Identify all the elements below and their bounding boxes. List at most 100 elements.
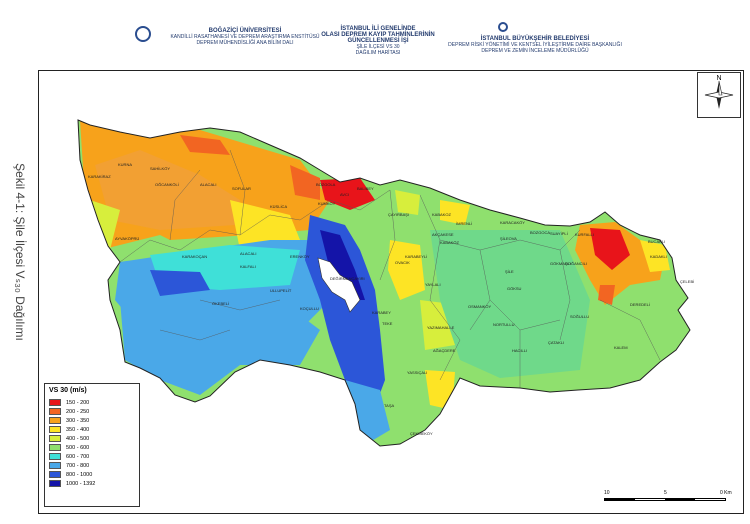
place-label: KUMKÖY (318, 201, 336, 206)
legend-label: 1000 - 1392 (66, 480, 96, 487)
place-label: KABAKÖZ (440, 240, 459, 245)
legend-item: 200 - 250 (49, 407, 135, 416)
place-label: YASSIÇALI (407, 370, 427, 375)
place-label: GÖKSU (507, 286, 522, 291)
place-label: ALACALI (240, 251, 256, 256)
place-label: ŞİLE (505, 269, 514, 274)
place-label: KARABEY (372, 310, 391, 315)
place-label: KALFALI (240, 264, 256, 269)
place-label: ULLUPELİT (270, 288, 292, 293)
legend-item: 1000 - 1392 (49, 479, 135, 488)
legend-label: 200 - 250 (66, 408, 90, 415)
center-line2: OLASI DEPREM KAYIP TAHMİNLERİNİN (321, 32, 435, 38)
scale-label-5: 5 (664, 490, 667, 496)
place-label: ÖKEBELİ (212, 301, 229, 306)
legend-item: 800 - 1000 (49, 470, 135, 479)
legend: VS 30 (m/s) 150 - 200 200 - 250 300 - 350 3… (44, 383, 140, 507)
legend-swatch (49, 462, 61, 469)
header-right: İSTANBUL BÜYÜKŞEHİR BELEDİYESİ DEPREM Rİ… (440, 22, 630, 104)
place-label: AĞAÇDERE (433, 348, 456, 353)
north-label: N (716, 75, 721, 82)
place-label: KALEM (614, 345, 628, 350)
place-label: KARACAKÖY (500, 220, 525, 225)
legend-swatch (49, 417, 61, 424)
center-line5: DAĞILIM HARİTASI (355, 50, 401, 56)
legend-swatch (49, 480, 61, 487)
legend-label: 350 - 400 (66, 426, 90, 433)
place-label: ALACALI (200, 182, 216, 187)
place-label: ERENKÖY (290, 254, 310, 259)
legend-swatch (49, 399, 61, 406)
place-label: TEKE (382, 321, 393, 326)
legend-swatch (49, 426, 61, 433)
place-label: KADAKLI (650, 254, 667, 259)
place-label: YAZIMAHALLE (427, 325, 455, 330)
right-logo (498, 22, 508, 32)
left-title: BOĞAZİÇİ ÜNİVERSİTESİ (208, 28, 282, 34)
header-left: BOĞAZİÇİ ÜNİVERSİTESİ KANDİLLİ RASATHANE… (135, 26, 340, 96)
legend-item: 700 - 800 (49, 461, 135, 470)
header-center: İSTANBUL İLİ GENELİNDE OLASI DEPREM KAYI… (318, 26, 438, 94)
place-label: ŞİLEOVA (500, 236, 517, 241)
place-label: AVCI (340, 192, 349, 197)
place-label: DEREDELİ (630, 302, 650, 307)
right-sub1: DEPREM RİSKİ YÖNETİMİ VE KENTSEL İYİLEŞT… (448, 42, 622, 48)
place-label: ÇATAKLI (548, 340, 564, 345)
center-line1: İSTANBUL İLİ GENELİNDE (340, 26, 416, 32)
legend-swatch (49, 408, 61, 415)
place-label: AKÇAKESE (432, 232, 454, 237)
place-label: KOÇULLU (300, 306, 319, 311)
place-label: OĞCANKÖLİ (155, 182, 179, 187)
legend-label: 300 - 350 (66, 417, 90, 424)
place-label: OSMANKÖY (468, 304, 491, 309)
center-line4: ŞİLE İLÇESİ VS 30 (356, 44, 400, 50)
place-label: ÇAYIRBAŞI (388, 212, 409, 217)
place-label: SOFULAR (232, 186, 251, 191)
place-label: KARABEYLİ (405, 254, 427, 259)
legend-item: 300 - 350 (49, 416, 135, 425)
right-sub2: DEPREM VE ZEMİN İNCELEME MÜDÜRLÜĞÜ (481, 48, 589, 54)
legend-swatch (49, 435, 61, 442)
legend-item: 150 - 200 (49, 398, 135, 407)
place-label: OVACIK (395, 260, 410, 265)
scale-bar: 10 5 0 Km (604, 490, 734, 506)
compass-icon: N (704, 75, 734, 109)
place-label: BALIBEY (357, 186, 374, 191)
legend-item: 600 - 700 (49, 452, 135, 461)
place-label: AYVAKÖPRÜ (115, 236, 139, 241)
center-line3: GÜNCELLENMESİ İŞİ (347, 38, 409, 44)
place-label: ÇELEBİ (680, 279, 694, 284)
place-label: İMRENLİ (456, 221, 472, 226)
legend-item: 400 - 500 (49, 434, 135, 443)
place-label: BOZGOLA (316, 182, 336, 187)
left-sub1: KANDİLLİ RASATHANESİ VE DEPREM ARAŞTIRMA… (170, 34, 320, 40)
place-label: YAYLALI (425, 282, 441, 287)
place-label: KURFALLI (575, 232, 594, 237)
place-label: KABAKOZ (432, 212, 451, 217)
left-logo (135, 26, 151, 42)
place-label: TAŞA (384, 403, 394, 408)
place-label: KÜSLİCA (270, 204, 287, 209)
legend-label: 700 - 800 (66, 462, 90, 469)
scale-label-10: 10 (604, 490, 610, 496)
north-arrow: N (697, 72, 741, 118)
legend-label: 600 - 700 (66, 453, 90, 460)
legend-label: 150 - 200 (66, 399, 90, 406)
place-label: ÇEKMEKÖY (410, 431, 433, 436)
legend-title: VS 30 (m/s) (49, 387, 87, 394)
legend-swatch (49, 471, 61, 478)
legend-label: 400 - 500 (66, 435, 90, 442)
legend-label: 500 - 600 (66, 444, 90, 451)
legend-item: 350 - 400 (49, 425, 135, 434)
left-sub2: DEPREM MÜHENDİSLİĞİ ANA BİLİM DALI (196, 40, 294, 46)
scale-label-0: 0 Km (720, 490, 732, 496)
place-label: KURNA (118, 162, 132, 167)
place-label: DEĞİRMENÇAYIRI (330, 276, 365, 281)
place-label: SOĞULLU (570, 314, 589, 319)
reservoir (317, 257, 361, 313)
place-label: KARAKOÇAN (182, 254, 207, 259)
legend-swatch (49, 444, 61, 451)
place-label: SAHİLKÖY (150, 166, 170, 171)
place-label: BOZGOCA (530, 230, 550, 235)
